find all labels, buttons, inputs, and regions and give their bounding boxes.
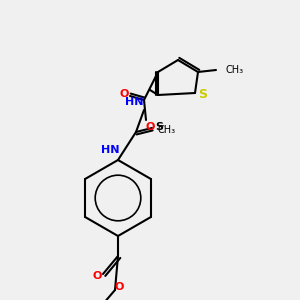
Text: O: O — [114, 282, 124, 292]
Text: O: O — [119, 89, 129, 99]
Text: S: S — [199, 88, 208, 101]
Text: S: S — [155, 122, 163, 132]
Text: HN: HN — [125, 97, 143, 107]
Text: O: O — [92, 271, 102, 281]
Text: CH₃: CH₃ — [158, 125, 176, 135]
Text: CH₃: CH₃ — [226, 65, 244, 75]
Text: HN: HN — [101, 145, 119, 155]
Text: O: O — [145, 122, 155, 132]
